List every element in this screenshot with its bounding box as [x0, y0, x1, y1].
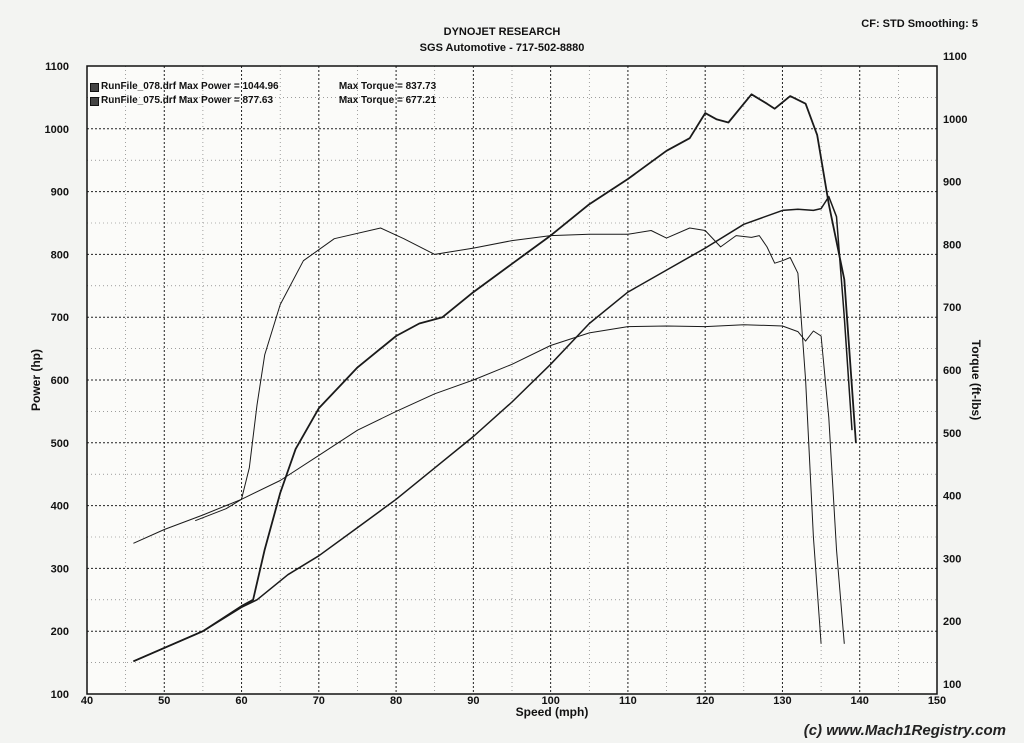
y2-tick-label: 1000 — [943, 114, 967, 126]
y2-axis-label: Torque (ft-lbs) — [969, 340, 983, 420]
y2-tick-label: 500 — [943, 428, 961, 440]
legend-item: RunFile_078.drf Max Power = 1044.96 Max … — [90, 80, 436, 94]
series-line-runfile-075-drf-power — [133, 195, 853, 662]
x-tick-label: 140 — [851, 695, 869, 707]
y-tick-label: 400 — [51, 501, 69, 513]
legend-max-torque: Max Torque = 837.73 — [338, 81, 437, 92]
y-tick-label: 900 — [51, 187, 69, 199]
legend-max-power: Max Power = 877.63 — [178, 95, 274, 106]
grid-layer — [87, 66, 937, 694]
series-line-runfile-078-drf-torque — [195, 227, 822, 644]
plot-frame — [86, 65, 938, 695]
y2-tick-label: 400 — [943, 491, 961, 503]
y2-tick-label: 1100 — [943, 51, 967, 63]
legend-max-torque: Max Torque = 677.21 — [338, 95, 437, 106]
y2-tick-label: 200 — [943, 616, 961, 628]
chart-title: DYNOJET RESEARCH — [443, 26, 561, 38]
y-tick-label: 500 — [51, 438, 69, 450]
legend-swatch — [90, 82, 99, 92]
y-tick-label: 200 — [51, 626, 69, 638]
y-axis-label: Power (hp) — [29, 349, 43, 411]
x-tick-label: 60 — [235, 695, 247, 707]
y-tick-label: 1100 — [45, 61, 69, 73]
legend-item: RunFile_075.drf Max Power = 877.63 Max T… — [90, 94, 436, 108]
y2-tick-label: 800 — [943, 239, 961, 251]
axis-layer: 40 50 60 70 80 90 100 110 120 130 140 150 100 200 300 4… — [29, 51, 983, 719]
x-tick-label: 130 — [773, 695, 791, 707]
series-layer — [133, 93, 857, 663]
x-tick-label: 70 — [313, 695, 325, 707]
y2-tick-label: 300 — [943, 553, 961, 565]
legend-max-power: Max Power = 1044.96 — [178, 81, 279, 92]
x-axis-label: Speed (mph) — [516, 705, 589, 719]
x-tick-label: 80 — [390, 695, 402, 707]
chart-legend: RunFile_078.drf Max Power = 1044.96 Max … — [90, 80, 436, 108]
y-tick-label: 600 — [51, 375, 69, 387]
y2-tick-label: 900 — [943, 177, 961, 189]
x-tick-label: 40 — [81, 695, 93, 707]
chart-subtitle: SGS Automotive - 717-502-8880 — [419, 42, 585, 54]
correction-factor-label: CF: STD Smoothing: 5 — [861, 18, 978, 30]
legend-file: RunFile_078.drf — [101, 81, 177, 92]
y-tick-label: 300 — [51, 563, 69, 575]
x-tick-label: 100 — [541, 695, 559, 707]
y-tick-label: 1000 — [45, 124, 69, 136]
y-tick-label: 100 — [51, 689, 69, 701]
legend-file: RunFile_075.drf — [101, 95, 177, 106]
x-tick-label: 120 — [696, 695, 714, 707]
watermark: (c) www.Mach1Registry.com — [803, 722, 1006, 739]
chart-title-block: DYNOJET RESEARCH SGS Automotive - 717-50… — [0, 24, 1024, 56]
y-tick-label: 700 — [51, 312, 69, 324]
y2-tick-label: 100 — [943, 679, 961, 691]
y2-tick-label: 600 — [943, 365, 961, 377]
y2-tick-label: 700 — [943, 302, 961, 314]
x-tick-label: 110 — [619, 695, 637, 707]
y-tick-label: 800 — [51, 249, 69, 261]
series-line-runfile-078-drf-power — [133, 93, 857, 663]
x-tick-label: 90 — [467, 695, 479, 707]
series-line-runfile-075-drf-torque — [133, 324, 845, 644]
x-tick-label: 150 — [928, 695, 946, 707]
legend-swatch — [90, 96, 99, 106]
x-tick-label: 50 — [158, 695, 170, 707]
